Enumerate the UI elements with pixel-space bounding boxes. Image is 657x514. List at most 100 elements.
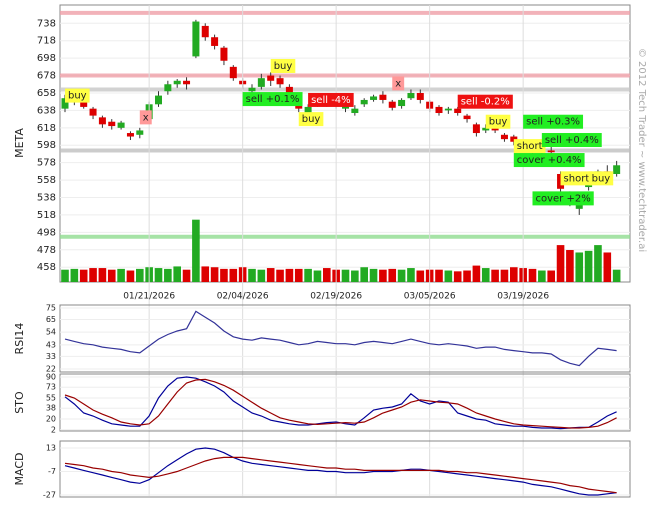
- volume-bar: [266, 268, 275, 282]
- y-tick-label: 478: [37, 245, 56, 256]
- candle-body: [126, 133, 134, 137]
- indicator-line: [64, 376, 617, 430]
- y-tick-label: 38: [46, 404, 56, 413]
- candle-body: [192, 21, 200, 57]
- volume-bar: [229, 268, 238, 282]
- volume-bar: [210, 267, 219, 282]
- volume-bar: [481, 268, 490, 282]
- annotation-label: short: [517, 141, 543, 152]
- y-tick-label: 33: [46, 352, 56, 361]
- volume-bar: [603, 252, 612, 282]
- annotation-box: [560, 171, 593, 186]
- annotation-label: cover +2%: [536, 193, 591, 204]
- annotation-box: [485, 114, 511, 129]
- candle-body: [454, 108, 462, 114]
- candle-body: [388, 101, 396, 108]
- annotation-box: [392, 76, 405, 91]
- annotation-label: buy: [302, 114, 321, 125]
- volume-bar: [453, 271, 462, 282]
- y-tick-label: 90: [46, 373, 56, 382]
- indicator-line: [64, 378, 617, 429]
- annotation-label: buy: [592, 173, 611, 184]
- y-tick-label: 20: [46, 415, 56, 424]
- volume-bar: [70, 268, 79, 282]
- y-tick-label: 518: [37, 210, 56, 221]
- y-tick-label: 43: [46, 340, 56, 349]
- candle-body: [613, 165, 621, 174]
- y-tick-label: 578: [37, 158, 56, 169]
- candle-body: [407, 92, 415, 99]
- annotation-box: [457, 94, 513, 109]
- candle-body: [61, 98, 69, 109]
- y-tick-label: 498: [37, 227, 56, 238]
- candle-body: [267, 75, 275, 81]
- y-tick-label: 658: [37, 88, 56, 99]
- volume-bar: [444, 270, 453, 282]
- candle-body: [136, 130, 144, 135]
- y-tick-label: 2: [51, 425, 56, 434]
- y-tick-label: 538: [37, 193, 56, 204]
- volume-bar: [164, 268, 172, 282]
- annotation-label: sell +0.4%: [545, 135, 599, 146]
- y-axis-label: META: [13, 128, 26, 158]
- volume-bar: [500, 269, 509, 282]
- candle-body: [472, 124, 480, 134]
- volume-bar: [566, 250, 574, 282]
- annotation-box: [298, 112, 324, 127]
- candle-body: [211, 37, 219, 46]
- candle-body: [98, 117, 106, 125]
- volume-bar: [547, 270, 555, 282]
- volume-bar: [220, 268, 228, 282]
- candle-body: [351, 108, 359, 114]
- annotation-label: x: [395, 78, 401, 89]
- annotation-box: [242, 92, 303, 107]
- y-tick-label: 458: [37, 262, 56, 273]
- volume-bar: [472, 265, 481, 282]
- volume-bar: [154, 268, 163, 282]
- volume-bar: [556, 245, 565, 282]
- volume-bar: [126, 270, 135, 282]
- panel-label: RSI14: [13, 323, 26, 355]
- annotation-box: [513, 153, 585, 168]
- indicator-line: [64, 456, 617, 494]
- volume-bar: [192, 219, 200, 282]
- y-tick-label: 75: [46, 303, 56, 312]
- annotation-box: [588, 171, 614, 186]
- y-tick-label: 738: [37, 18, 56, 29]
- volume-bar: [388, 268, 397, 282]
- y-tick-label: 638: [37, 105, 56, 116]
- y-tick-label: 73: [46, 383, 56, 392]
- volume-bar: [201, 266, 210, 282]
- annotation-box: [65, 88, 90, 103]
- candle-body: [500, 134, 508, 140]
- x-tick-label: 01/21/2026: [123, 292, 175, 302]
- y-tick-label: 13: [46, 444, 56, 453]
- volume-bar: [416, 270, 425, 282]
- volume-bar: [575, 252, 584, 282]
- volume-bar: [304, 268, 312, 282]
- volume-bar: [313, 270, 322, 282]
- volume-bar: [594, 245, 602, 282]
- annotation-box: [541, 133, 602, 148]
- annotation-label: sell +0.3%: [526, 117, 580, 128]
- y-tick-label: 698: [37, 53, 56, 64]
- candle-body: [398, 99, 406, 107]
- panel-label: MACD: [13, 453, 26, 486]
- candle-body: [435, 106, 443, 114]
- x-tick-label: 02/19/2026: [310, 292, 362, 302]
- y-tick-label: 618: [37, 123, 56, 134]
- annotation-box: [308, 92, 354, 107]
- annotation-box: [139, 110, 152, 125]
- volume-bar: [98, 268, 107, 282]
- annotation-label: buy: [68, 91, 87, 102]
- y-tick-label: 54: [46, 328, 56, 337]
- volume-bar: [79, 269, 88, 282]
- annotation-box: [270, 58, 296, 73]
- annotation-label: sell -0.2%: [461, 97, 510, 108]
- candle-body: [173, 80, 181, 85]
- panel-frame: [59, 304, 631, 373]
- volume-bar: [491, 269, 499, 282]
- candle-body: [482, 127, 490, 131]
- volume-bar: [173, 266, 181, 282]
- panel-frame: [59, 440, 631, 498]
